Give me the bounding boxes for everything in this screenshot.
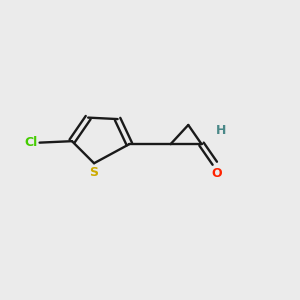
Text: S: S xyxy=(90,166,99,179)
Text: O: O xyxy=(212,167,222,180)
Text: Cl: Cl xyxy=(24,136,37,149)
Text: H: H xyxy=(215,124,226,137)
